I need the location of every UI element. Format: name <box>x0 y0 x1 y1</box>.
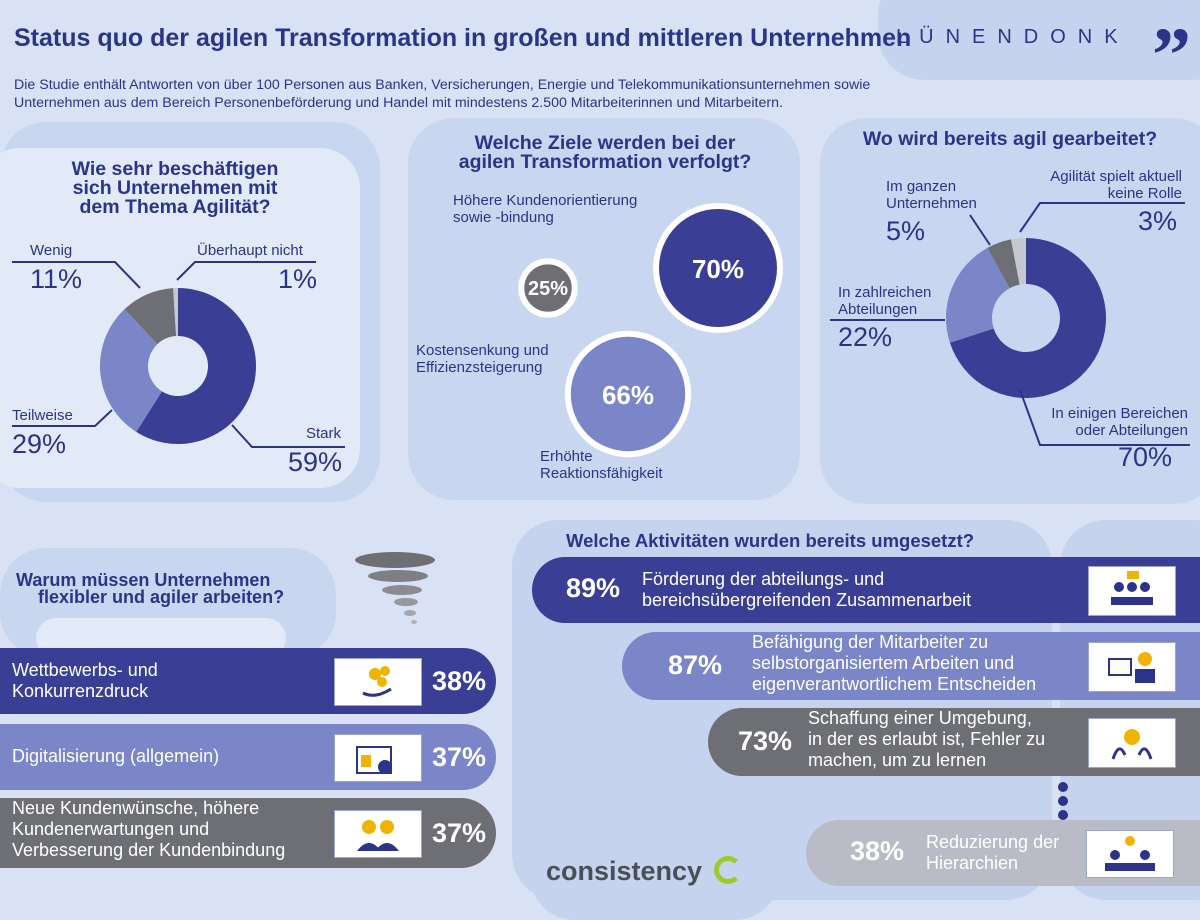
pie2-label-ganzen: Im ganzen Unternehmen <box>886 178 977 212</box>
why-row-1-pct: 38% <box>432 666 487 696</box>
why-title: Warum müssen Unternehmen flexibler und a… <box>16 570 285 607</box>
pie1-label-teilweise: Teilweise <box>12 407 73 424</box>
pie2-slice-0 <box>949 237 1106 398</box>
goals-bubbles: 70% 25% 66% <box>518 203 783 458</box>
goals-bubble-0 <box>653 203 783 333</box>
goals-bubble-1 <box>518 258 578 318</box>
panel-where <box>820 118 1200 504</box>
pie1-label-ueberhaupt: Überhaupt nicht <box>197 242 303 259</box>
pie2-pct-keine: 3% <box>1138 206 1178 236</box>
goals-bubble-2 <box>564 330 692 458</box>
act-row-3-pct: 73% <box>738 726 793 756</box>
pie1-pct-teilweise: 29% <box>12 429 67 459</box>
pie1-label-wenig: Wenig <box>30 242 73 259</box>
why-row-2: Digitalisierung (allgemein) 37% <box>0 724 496 790</box>
pie1-chart <box>99 288 256 445</box>
pie1-pct-ueberhaupt: 1% <box>278 264 318 294</box>
pie1-slice-3 <box>173 288 178 337</box>
idea-hands-icon <box>1088 718 1176 768</box>
goals-label-kunden: Höhere Kundenorientierung sowie -bindung <box>453 192 638 226</box>
brand-logo: LÜNENDONK <box>896 26 1130 48</box>
pie2-pct-einigen: 70% <box>1118 442 1173 472</box>
why-row-1-text: Wettbewerbs- und Konkurrenzdruck <box>12 660 158 701</box>
pie1-slice-0 <box>136 288 256 445</box>
pie2-pct-ganzen: 5% <box>886 216 926 246</box>
pie2-chart <box>946 237 1106 398</box>
act-row-4: 38% Reduzierung der Hierarchien <box>806 820 1200 886</box>
pie2-label-einigen: In einigen Bereichen oder Abteilungen <box>1051 405 1188 439</box>
goals-label-reaktion: Erhöhte Reaktionsfähigkeit <box>540 448 663 482</box>
pie2-leader-lines <box>830 202 1190 446</box>
why-row-1: Wettbewerbs- und Konkurrenzdruck 38% <box>0 648 496 714</box>
page-subtitle: Die Studie enthält Antworten von über 10… <box>14 77 871 111</box>
pie1-title: Wie sehr beschäftigen sich Unternehmen m… <box>71 158 279 218</box>
pie1-pct-wenig: 11% <box>30 264 83 294</box>
why-row-2-text: Digitalisierung (allgemein) <box>12 746 220 766</box>
customers-icon <box>334 810 422 858</box>
act-row-2-pct: 87% <box>668 650 723 680</box>
goals-label-kosten: Kostensenkung und Effizienzsteigerung <box>416 342 549 376</box>
pie1-leader-lines <box>12 261 345 448</box>
page-title: Status quo der agilen Transformation in … <box>14 24 912 52</box>
goals-title: Welche Ziele werden bei der agilen Trans… <box>458 132 752 173</box>
pie2-slice-1 <box>946 247 1010 343</box>
goals-bubble-label-1: 25% <box>528 278 568 300</box>
pie2-slice-2 <box>987 239 1020 289</box>
pie1-slice-2 <box>124 288 177 345</box>
why-row-3: Neue Kundenwünsche, höhere Kundenerwartun… <box>0 798 496 868</box>
why-row-2-pct: 37% <box>432 742 487 772</box>
act-row-4-pct: 38% <box>850 836 905 866</box>
brand-quote-icon: ” <box>1152 11 1191 98</box>
tornado-icon <box>355 552 435 624</box>
header-brand-panel <box>878 0 1200 80</box>
act-row-2: 87% Befähigung der Mitarbeiter zu selbsto… <box>622 632 1200 700</box>
digital-browser-icon <box>334 734 422 782</box>
pie1-label-stark: Stark <box>306 425 342 442</box>
act-row-1-text: Förderung der abteilungs- und bereichsübe… <box>642 569 972 610</box>
act-row-2-text: Befähigung der Mitarbeiter zu selbstorgan… <box>752 632 1037 694</box>
why-row-3-text: Neue Kundenwünsche, höhere Kundenerwartun… <box>12 798 286 860</box>
consistency-logo-ring-icon <box>713 856 742 884</box>
activities-title: Welche Aktivitäten wurden bereits umgese… <box>565 530 975 551</box>
team-meeting-icon <box>1088 566 1176 616</box>
coins-hand-icon <box>334 658 422 706</box>
pie2-label-zahlreich: In zahlreichen Abteilungen <box>838 284 932 318</box>
act-row-1-pct: 89% <box>566 573 621 603</box>
pie1-slice-1 <box>99 309 162 432</box>
hierarchy-icon <box>1086 830 1174 878</box>
why-row-3-pct: 37% <box>432 818 487 848</box>
pie2-label-keine: Agilität spielt aktuell keine Rolle <box>1050 168 1182 202</box>
goals-bubble-label-0: 70% <box>692 254 744 284</box>
act-row-3: 73% Schaffung einer Umgebung, in der es e… <box>708 708 1200 776</box>
act-row-4-text: Reduzierung der Hierarchien <box>926 832 1060 873</box>
pie2-pct-zahlreich: 22% <box>838 322 893 352</box>
consistency-logo: consistency <box>546 856 742 887</box>
pie2-slice-3 <box>1011 238 1026 285</box>
act-row-3-text: Schaffung einer Umgebung, in der es erlau… <box>808 708 1046 770</box>
self-work-icon <box>1088 642 1176 692</box>
ellipsis-icon <box>1058 782 1070 820</box>
pie1-pct-stark: 59% <box>288 447 343 477</box>
pie2-title: Wo wird bereits agil gearbeitet? <box>862 128 1158 150</box>
goals-bubble-label-2: 66% <box>602 380 654 410</box>
act-row-1: 89% Förderung der abteilungs- und bereich… <box>532 557 1200 623</box>
